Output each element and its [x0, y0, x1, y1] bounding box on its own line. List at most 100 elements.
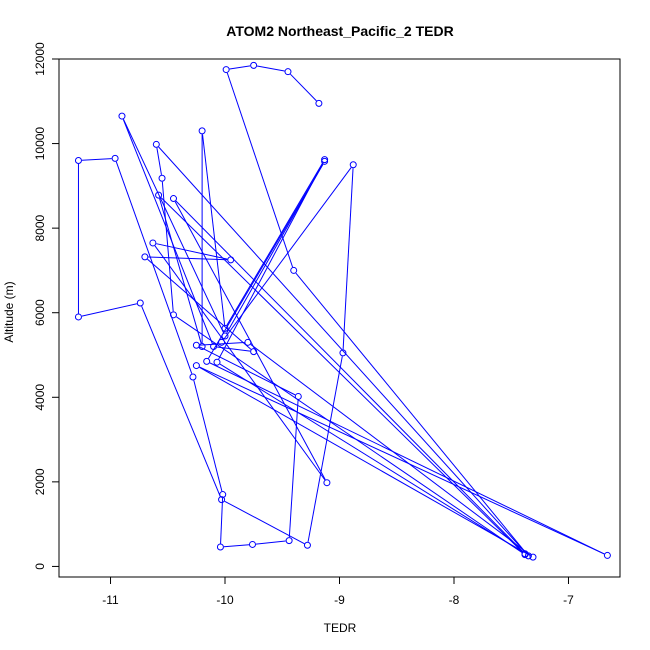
series-segment	[123, 119, 224, 334]
series-segment	[159, 198, 202, 344]
series-segment	[223, 544, 250, 548]
data-point	[339, 349, 347, 357]
y-axis: 0 2000 4000 6000 8000 10000 12000	[33, 42, 60, 570]
data-point	[227, 256, 235, 264]
data-point	[244, 338, 252, 346]
data-point	[250, 348, 258, 356]
data-point	[152, 140, 160, 148]
data-point	[603, 551, 611, 559]
series-segment	[223, 167, 352, 340]
series-segment	[122, 119, 213, 344]
data-point	[210, 343, 218, 351]
y-tick-label: 8000	[33, 214, 47, 241]
y-tick-label: 0	[33, 563, 47, 570]
series-segment	[176, 316, 523, 554]
data-point	[189, 373, 197, 381]
data-point	[192, 341, 200, 349]
series-segment	[250, 344, 531, 556]
data-point	[221, 324, 229, 332]
series-segment	[224, 500, 305, 545]
y-tick-label: 6000	[33, 299, 47, 326]
data-point	[521, 550, 529, 558]
series-segment	[156, 147, 162, 175]
series-segment	[141, 306, 221, 497]
series-segment	[209, 362, 605, 555]
data-point	[529, 553, 537, 561]
series-layer	[74, 61, 611, 561]
series-segment	[288, 399, 299, 538]
series-segment	[81, 303, 137, 317]
data-point	[111, 154, 119, 162]
series-segment	[81, 158, 112, 161]
x-tick-label: -11	[102, 593, 119, 607]
y-tick-label: 10000	[33, 127, 47, 161]
data-point	[284, 68, 292, 76]
x-tick-label: -10	[216, 593, 234, 607]
x-tick-label: -7	[563, 593, 574, 607]
series-segment	[342, 168, 354, 350]
series-segment	[199, 366, 605, 555]
data-point	[294, 392, 302, 400]
data-point	[155, 191, 163, 199]
y-tick-label: 12000	[33, 42, 47, 76]
series-segment	[154, 245, 326, 481]
series-segment	[148, 256, 228, 261]
series-segment	[255, 540, 286, 545]
series-segment	[193, 380, 223, 492]
series-segment	[147, 258, 252, 350]
series-segment	[199, 342, 245, 346]
data-point	[169, 195, 177, 203]
series-segment	[219, 363, 523, 553]
series-segment	[307, 356, 343, 542]
chart-title: ATOM2 Northeast_Pacific_2 TEDR	[226, 23, 453, 39]
data-point	[218, 338, 226, 346]
series-segment	[199, 346, 296, 396]
data-point	[222, 66, 230, 74]
data-point	[74, 156, 82, 164]
data-point	[248, 540, 256, 548]
y-tick-label: 2000	[33, 468, 47, 495]
series-segment	[175, 200, 523, 552]
series-segment	[220, 498, 224, 544]
series-segment	[226, 164, 324, 334]
data-point	[149, 239, 157, 247]
data-point	[216, 543, 224, 551]
series-segment	[229, 65, 251, 70]
data-point	[285, 537, 293, 545]
x-tick-label: -8	[449, 593, 460, 607]
data-point	[141, 253, 149, 261]
series-segment	[199, 366, 531, 556]
data-point	[203, 357, 211, 365]
data-point	[250, 61, 258, 69]
y-axis-label: Altitude (m)	[2, 281, 16, 342]
data-point	[323, 479, 331, 487]
series-segment	[226, 162, 324, 326]
series-segment	[256, 65, 285, 72]
data-point	[198, 127, 206, 135]
data-point	[136, 299, 144, 307]
series-segment	[295, 272, 527, 554]
data-point	[315, 99, 323, 107]
series-segment	[290, 73, 317, 102]
series-segment	[156, 243, 228, 260]
data-point	[303, 541, 311, 549]
data-point	[321, 157, 329, 165]
series-segment	[202, 134, 226, 325]
data-point	[349, 161, 357, 169]
data-point	[169, 311, 177, 319]
data-point	[158, 174, 166, 182]
y-tick-label: 4000	[33, 384, 47, 411]
data-point	[221, 332, 229, 340]
plot-frame	[58, 58, 621, 578]
data-point	[219, 491, 227, 499]
x-axis: -11 -10 -9 -8 -7	[102, 576, 574, 607]
x-tick-label: -9	[334, 593, 345, 607]
series-segment	[115, 161, 193, 374]
data-point	[218, 496, 226, 504]
x-axis-label: TEDR	[324, 621, 357, 635]
data-point	[192, 362, 200, 370]
data-point	[74, 313, 82, 321]
data-point	[118, 112, 126, 120]
data-point	[524, 552, 532, 560]
